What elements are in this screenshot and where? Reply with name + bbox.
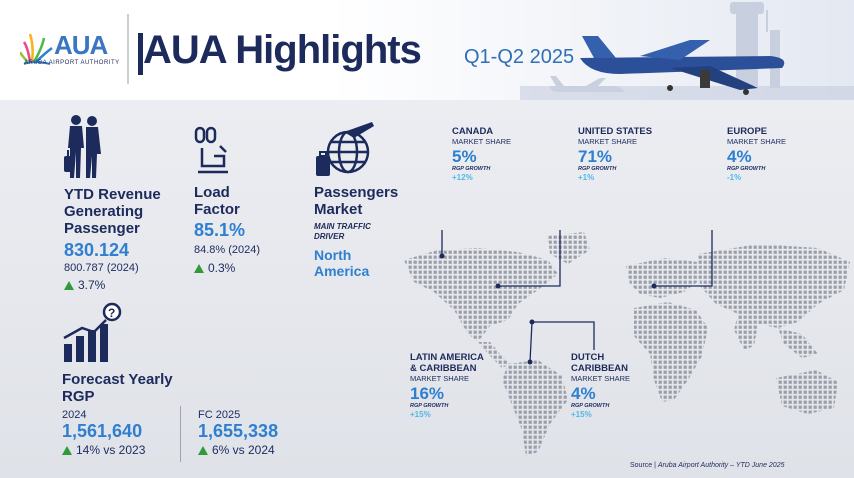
rgp-growth-value: +15% [410, 410, 431, 419]
rgp-growth-label: RGP GROWTH [452, 166, 491, 172]
forecast-left-value: 1,561,640 [62, 421, 143, 441]
forecast-title-line1: Forecast Yearly [62, 371, 173, 388]
main-traffic-driver-label: MAIN TRAFFIC DRIVER [314, 222, 371, 242]
region-dutch-caribbean: DUTCH CARIBBEAN MARKET SHARE 4% RGP GROW… [571, 352, 630, 420]
ytd-title-line2: Generating [64, 203, 144, 220]
load-factor-growth: 0.3% [194, 261, 235, 275]
rgp-growth-label: RGP GROWTH [578, 166, 617, 172]
logo-subtitle: ARUBA AIRPORT AUTHORITY [24, 60, 120, 66]
rgp-growth-label: RGP GROWTH [727, 166, 766, 172]
forecast-left-growth-value: 14% vs 2023 [76, 443, 146, 457]
forecast-right-growth: 6% vs 2024 [198, 443, 275, 457]
region-name: LATIN AMERICA [410, 352, 484, 363]
market-share-label: MARKET SHARE [727, 137, 787, 146]
market-share-value: 5% [452, 147, 477, 166]
region-canada: CANADA MARKET SHARE 5% RGP GROWTH +12% [452, 126, 511, 183]
driver-value-line2: America [314, 263, 370, 279]
forecast-left-growth: 14% vs 2023 [62, 443, 145, 457]
region-united-states: UNITED STATES MARKET SHARE 71% RGP GROWT… [578, 126, 652, 183]
forecast-title: Forecast Yearly RGP [62, 371, 173, 405]
travelers-icon [64, 115, 101, 178]
rgp-growth-label: RGP GROWTH [571, 403, 610, 409]
period-label: Q1-Q2 2025 [464, 46, 575, 68]
growth-up-arrow-icon [64, 280, 74, 290]
region-latin-america-caribbean: LATIN AMERICA & CARIBBEAN MARKET SHARE 1… [410, 352, 484, 420]
region-name: CANADA [452, 126, 494, 137]
airplane-icon [580, 36, 785, 95]
growth-up-arrow-icon [62, 445, 72, 455]
rgp-chart-icon: ? [63, 302, 122, 362]
growth-up-arrow-icon [194, 263, 204, 273]
header-divider [127, 14, 129, 84]
market-share-label: MARKET SHARE [452, 137, 512, 146]
load-factor-title: Load Factor [194, 184, 240, 218]
forecast-left-year: 2024 [62, 409, 87, 421]
airplane-seat-icon [194, 126, 228, 174]
region-name: DUTCH [571, 352, 605, 363]
region-name: EUROPE [727, 126, 768, 137]
page-title: AUA Highlights [143, 28, 422, 72]
globe-plane-icon [316, 122, 374, 176]
market-share-value: 4% [571, 384, 596, 403]
source-note: Source | Aruba Airport Authority – YTD J… [630, 462, 784, 469]
region-europe: EUROPE MARKET SHARE 4% RGP GROWTH -1% [727, 126, 786, 183]
airport-hero-image [520, 2, 854, 100]
market-share-label: MARKET SHARE [571, 374, 631, 383]
control-tower-icon [730, 2, 780, 88]
rgp-growth-value: -1% [727, 173, 742, 182]
forecast-divider [180, 406, 181, 462]
load-factor-value: 85.1% [194, 220, 246, 240]
source-label: Source | [630, 462, 658, 469]
logo-text: AUA [54, 30, 108, 60]
ytd-growth-value: 3.7% [78, 278, 106, 292]
pm-title-line1: Passengers [314, 184, 399, 201]
load-factor-prev: 84.8% (2024) [194, 244, 261, 256]
market-share-value: 16% [410, 384, 445, 403]
forecast-right-growth-value: 6% vs 2024 [212, 443, 275, 457]
driver-line2: DRIVER [314, 232, 345, 241]
ytd-revenue-prev: 800.787 (2024) [64, 262, 139, 274]
rgp-growth-value: +15% [571, 410, 592, 419]
load-title-line2: Factor [194, 201, 240, 218]
pm-title-line2: Market [314, 201, 363, 218]
forecast-title-line2: RGP [62, 388, 95, 405]
ytd-title-line1: YTD Revenue [64, 186, 161, 203]
forecast-right-year: FC 2025 [198, 409, 241, 421]
region-name: CARIBBEAN [571, 363, 628, 374]
title-accent-bar [138, 33, 143, 75]
aua-logo-icon [20, 33, 53, 65]
passengers-market-title: Passengers Market [314, 184, 398, 218]
forecast-right-value: 1,655,338 [198, 421, 279, 441]
main-traffic-driver-value: North America [314, 247, 369, 279]
market-share-value: 71% [578, 147, 613, 166]
svg-text:?: ? [108, 306, 115, 320]
rgp-growth-value: +1% [578, 173, 595, 182]
ytd-revenue-value: 830.124 [64, 240, 130, 260]
load-growth-value: 0.3% [208, 261, 236, 275]
small-airplane-icon [550, 76, 624, 92]
market-share-label: MARKET SHARE [410, 374, 470, 383]
ytd-revenue-growth: 3.7% [64, 278, 105, 292]
source-text: Aruba Airport Authority – YTD June 2025 [657, 462, 785, 469]
rgp-growth-value: +12% [452, 173, 473, 182]
growth-up-arrow-icon [198, 445, 208, 455]
load-title-line1: Load [194, 184, 230, 201]
driver-line1: MAIN TRAFFIC [314, 222, 371, 231]
market-share-value: 4% [727, 147, 752, 166]
world-map-icon [404, 230, 850, 456]
market-share-label: MARKET SHARE [578, 137, 638, 146]
rgp-growth-label: RGP GROWTH [410, 403, 449, 409]
driver-value-line1: North [314, 247, 352, 263]
ytd-title-line3: Passenger [64, 220, 140, 237]
region-name: UNITED STATES [578, 126, 653, 137]
region-name: & CARIBBEAN [410, 363, 477, 374]
ytd-revenue-title: YTD Revenue Generating Passenger [64, 186, 161, 237]
